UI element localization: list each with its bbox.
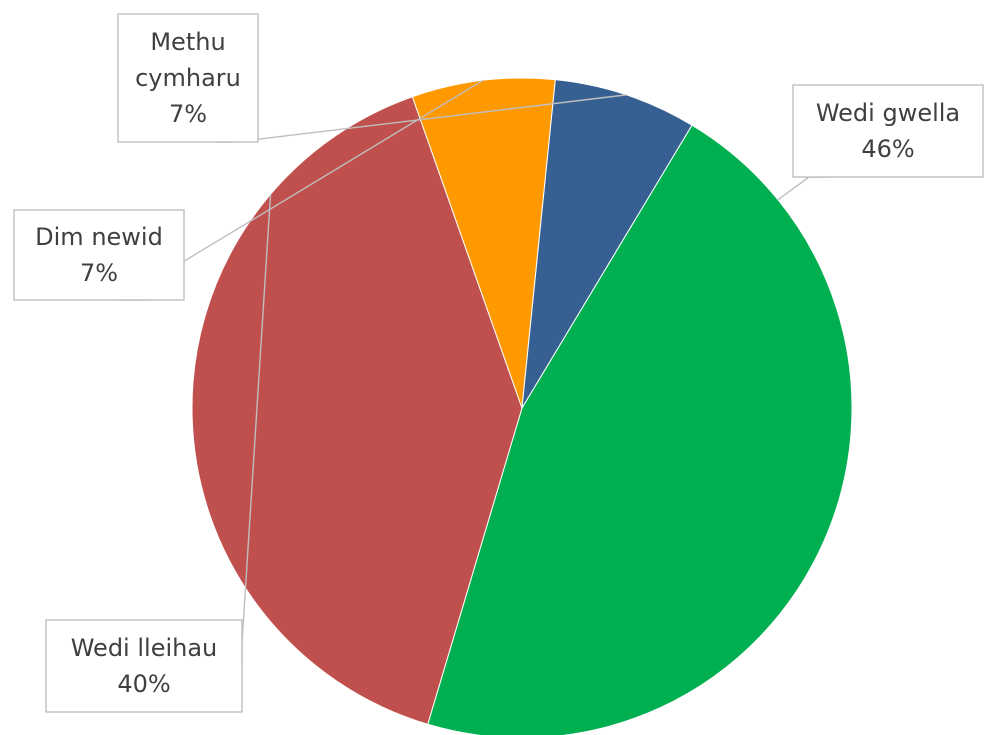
data-label-box <box>117 13 259 143</box>
pie-slice-wedi-lleihau <box>191 96 523 725</box>
data-label-category: Wedi gwella <box>816 99 960 127</box>
data-label-category: Dim newid <box>35 223 163 251</box>
data-label-value: 7% <box>169 100 207 128</box>
pie-slice-methu-cymharu <box>521 79 693 409</box>
data-label-category: cymharu <box>135 64 241 92</box>
data-label-category: Wedi lleihau <box>71 634 218 662</box>
data-label-box <box>792 84 984 178</box>
pie-slice-dim-newid <box>411 77 556 409</box>
data-label-box <box>45 619 243 713</box>
data-label-value: 7% <box>80 259 118 287</box>
data-label-value: 40% <box>117 670 170 698</box>
leader-line <box>777 176 831 201</box>
data-label-value: 46% <box>861 135 914 163</box>
data-label-category: Methu <box>150 28 225 56</box>
pie-slice-wedi-gwella <box>427 124 853 735</box>
data-label-box <box>13 209 185 301</box>
